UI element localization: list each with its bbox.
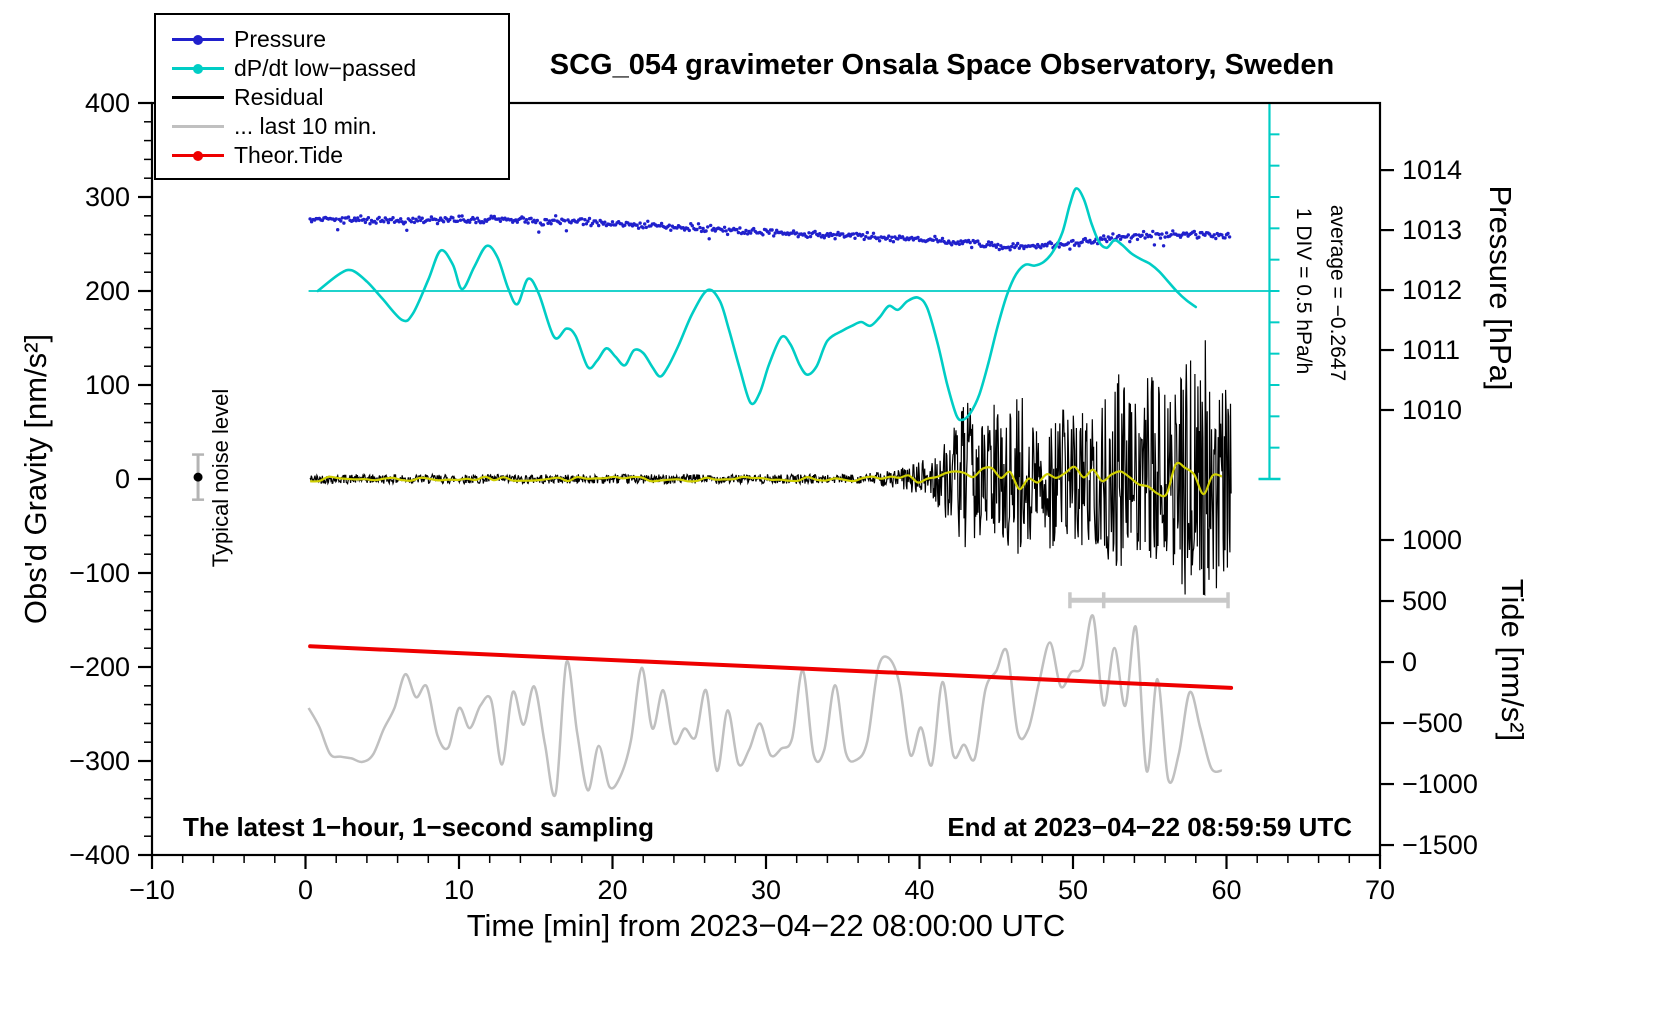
svg-text:300: 300	[85, 182, 130, 212]
svg-text:200: 200	[85, 276, 130, 306]
dpdt-legend-marker	[156, 54, 234, 83]
gravity-axis-label: Obs'd Gravity [nm/s²]	[18, 333, 53, 625]
gravity-axis: −400 −300 −200 −100 0 100 200 300 400	[69, 88, 152, 870]
sampling-note: The latest 1−hour, 1−second sampling	[183, 812, 655, 842]
legend-label-pressure: Pressure	[234, 26, 327, 52]
svg-text:40: 40	[904, 875, 934, 905]
scale-bar	[1068, 592, 1230, 609]
svg-text:−1000: −1000	[1402, 769, 1478, 799]
pressure-axis-label: Pressure [hPa]	[1483, 185, 1518, 391]
last10-legend-marker	[156, 112, 234, 141]
svg-text:1010: 1010	[1402, 395, 1462, 425]
x-axis-label: Time [min] from 2023−04−22 08:00:00 UTC	[466, 908, 1066, 943]
legend-label-dpdt: dP/dt low−passed	[234, 55, 417, 81]
tide-axis-label: Tide [nm/s²]	[1495, 578, 1530, 742]
tide-axis: 1000 500 0 −500 −1000 −1500	[1380, 525, 1478, 860]
div-scale-label: 1 DIV = 0.5 hPa/h	[1292, 207, 1315, 375]
residual-legend-marker	[156, 83, 234, 112]
series-residual-low-passed	[310, 461, 1223, 498]
svg-text:1013: 1013	[1402, 215, 1462, 245]
svg-text:1014: 1014	[1402, 155, 1462, 185]
series-theor-tide	[308, 644, 1234, 690]
svg-text:50: 50	[1058, 875, 1088, 905]
svg-text:500: 500	[1402, 586, 1447, 616]
svg-text:100: 100	[85, 370, 130, 400]
svg-text:−1500: −1500	[1402, 830, 1478, 860]
legend-label-last10: ... last 10 min.	[234, 113, 378, 139]
typical-noise-level-label: Typical noise level	[208, 388, 233, 568]
series-last-10-min	[307, 614, 1223, 798]
chart-title: SCG_054 gravimeter Onsala Space Observat…	[549, 49, 1335, 81]
legend-item-dpdt: dP/dt low−passed	[156, 54, 508, 83]
dpdt-axis	[308, 102, 1281, 481]
svg-text:−100: −100	[69, 558, 130, 588]
svg-text:30: 30	[751, 875, 781, 905]
legend-item-last10: ... last 10 min.	[156, 112, 508, 141]
svg-text:−400: −400	[69, 840, 130, 870]
pressure-legend-marker	[156, 25, 234, 54]
svg-text:70: 70	[1365, 875, 1395, 905]
legend-item-pressure: Pressure	[156, 25, 508, 54]
end-time-note: End at 2023−04−22 08:59:59 UTC	[947, 812, 1352, 842]
legend-item-theortide: Theor.Tide	[156, 141, 508, 170]
series-residual	[309, 340, 1232, 597]
svg-text:−500: −500	[1402, 708, 1463, 738]
legend-item-residual: Residual	[156, 83, 508, 112]
legend: Pressure dP/dt low−passed Residual ... l…	[154, 13, 510, 180]
svg-text:10: 10	[444, 875, 474, 905]
series-pressure	[308, 214, 1232, 252]
svg-text:0: 0	[1402, 647, 1417, 677]
svg-text:60: 60	[1211, 875, 1241, 905]
svg-text:−200: −200	[69, 652, 130, 682]
svg-text:1000: 1000	[1402, 525, 1462, 555]
legend-label-residual: Residual	[234, 84, 324, 110]
svg-text:0: 0	[115, 464, 130, 494]
svg-text:20: 20	[597, 875, 627, 905]
svg-text:−300: −300	[69, 746, 130, 776]
legend-label-theortide: Theor.Tide	[234, 142, 344, 168]
svg-text:1012: 1012	[1402, 275, 1462, 305]
svg-text:1011: 1011	[1402, 335, 1460, 365]
svg-text:400: 400	[85, 88, 130, 118]
pressure-axis: 1014 1013 1012 1011 1010	[1380, 155, 1462, 425]
series-dp-dt-low-passed	[316, 187, 1198, 422]
theortide-legend-marker	[156, 141, 234, 170]
svg-text:0: 0	[298, 875, 313, 905]
x-axis: −10 0 10 20 30 40 50 60 70	[129, 855, 1395, 905]
average-label: average = −0.2647	[1326, 204, 1349, 382]
noise-level-marker	[192, 453, 205, 501]
svg-text:−10: −10	[129, 875, 175, 905]
